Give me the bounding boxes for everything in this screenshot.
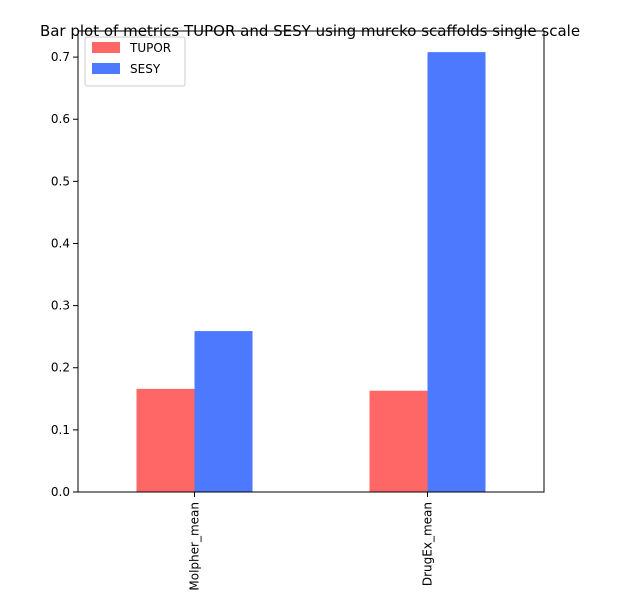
- y-tick-label: 0.0: [51, 485, 70, 499]
- plot-frame: [77, 30, 545, 493]
- legend-swatch-sesy: [92, 63, 120, 74]
- y-tick-label: 0.4: [51, 236, 70, 250]
- y-tick-label: 0.2: [51, 361, 70, 375]
- legend: TUPOR SESY: [84, 36, 186, 87]
- bar-series: [136, 52, 486, 492]
- bar-sesy-drugex-mean: [427, 52, 486, 492]
- y-axis: 0.0 0.1 0.2 0.3 0.4 0.5 0.6 0.7: [51, 50, 78, 499]
- y-tick-label: 0.7: [51, 50, 70, 64]
- bar-tupor-drugex-mean: [369, 390, 428, 492]
- bar-sesy-molpher-mean: [194, 331, 253, 492]
- y-tick-label: 0.3: [51, 299, 70, 313]
- legend-label-tupor: TUPOR: [129, 41, 171, 55]
- y-tick-label: 0.5: [51, 174, 70, 188]
- x-tick-label: Molpher_mean: [188, 502, 202, 591]
- x-axis: Molpher_mean DrugEx_mean: [188, 492, 435, 591]
- x-tick-label: DrugEx_mean: [421, 502, 435, 586]
- legend-swatch-tupor: [92, 42, 120, 53]
- y-tick-label: 0.6: [51, 112, 70, 126]
- legend-label-sesy: SESY: [130, 62, 161, 76]
- bar-tupor-molpher-mean: [136, 388, 195, 492]
- y-tick-label: 0.1: [51, 423, 70, 437]
